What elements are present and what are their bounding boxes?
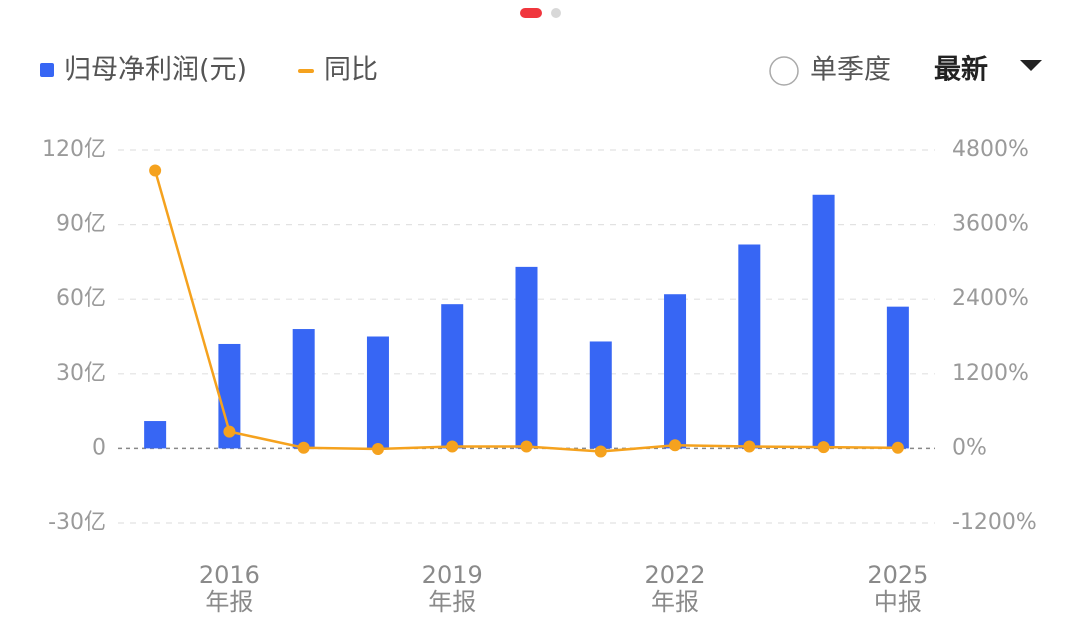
bar xyxy=(292,329,315,449)
y-tick-label: 0 xyxy=(92,435,106,460)
line-point xyxy=(371,443,384,456)
legend-line-label: 同比 xyxy=(324,55,378,86)
line-point xyxy=(446,440,459,453)
y2-tick-label: 0% xyxy=(952,435,987,460)
x-tick-label: 2016 年报 xyxy=(198,561,260,616)
dropdown-label[interactable]: 最新 xyxy=(934,54,988,86)
line-point xyxy=(817,441,830,454)
line-point xyxy=(891,441,904,454)
y2-tick-label: 4800% xyxy=(952,137,1029,162)
bar xyxy=(738,244,761,449)
y2-tick-label: 2400% xyxy=(952,286,1029,311)
line-point xyxy=(669,439,682,452)
y-tick-label: 60亿 xyxy=(56,286,106,311)
y-tick-label: 90亿 xyxy=(56,212,106,237)
legend-line-swatch xyxy=(298,69,314,73)
toggle-radio[interactable] xyxy=(769,56,799,86)
bar xyxy=(886,306,909,449)
line-point xyxy=(594,445,607,458)
line-point xyxy=(520,440,533,453)
x-tick-label: 2022 年报 xyxy=(644,561,706,616)
y-tick-label: 120亿 xyxy=(42,137,106,162)
line-point xyxy=(149,164,162,177)
page-indicator-active xyxy=(520,8,542,18)
toggle-label[interactable]: 单季度 xyxy=(810,55,891,86)
line-point xyxy=(223,425,236,438)
y2-tick-label: -1200% xyxy=(952,510,1037,535)
x-tick-label: 2025 中报 xyxy=(867,561,929,616)
bar xyxy=(589,341,612,449)
bar xyxy=(812,194,835,449)
line-point xyxy=(297,441,310,454)
bar xyxy=(366,336,389,449)
bar xyxy=(515,266,538,449)
bar xyxy=(664,294,687,449)
bar xyxy=(441,304,464,449)
y2-tick-label: 3600% xyxy=(952,212,1029,237)
page-indicator xyxy=(551,8,561,18)
legend-bar-swatch xyxy=(40,63,54,77)
y-tick-label: 30亿 xyxy=(56,361,106,386)
x-tick-label: 2019 年报 xyxy=(421,561,483,616)
y2-tick-label: 1200% xyxy=(952,361,1029,386)
dropdown-arrow[interactable] xyxy=(1020,60,1042,71)
y-tick-label: -30亿 xyxy=(48,510,106,535)
bar xyxy=(218,343,241,449)
bar xyxy=(144,421,167,449)
legend-bar-label: 归母净利润(元) xyxy=(64,55,247,86)
line-point xyxy=(743,440,756,453)
